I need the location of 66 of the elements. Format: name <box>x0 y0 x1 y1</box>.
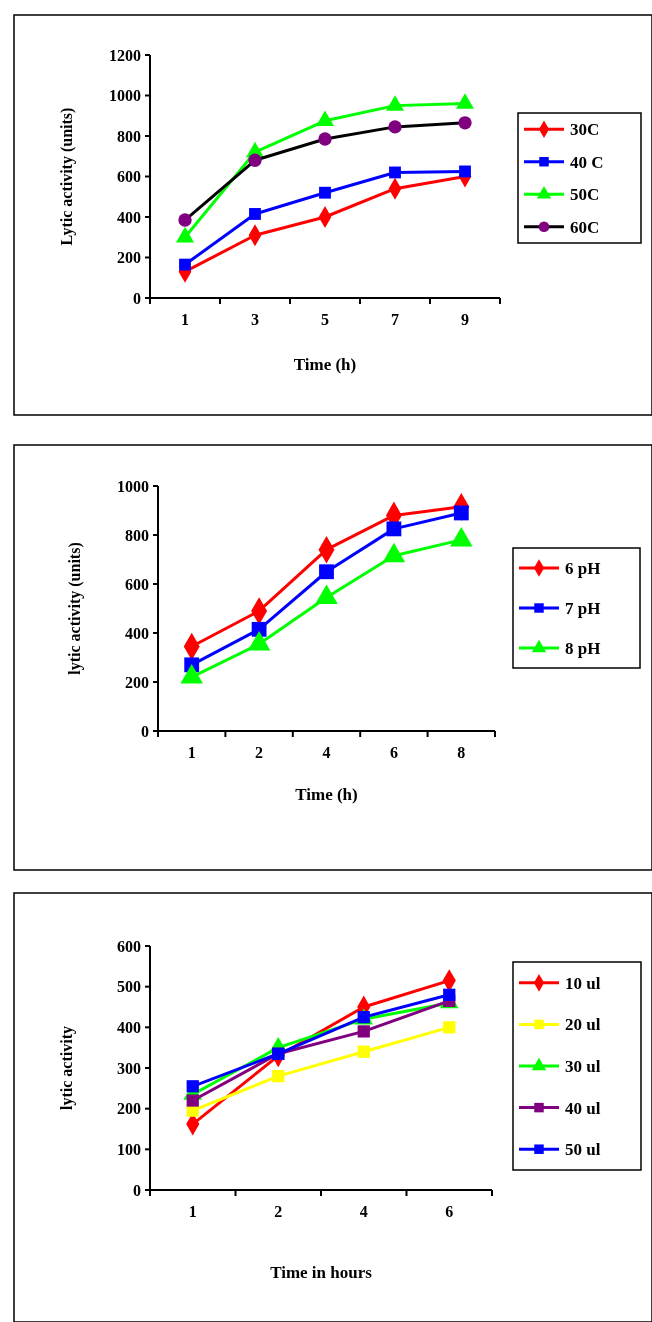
point <box>357 1025 370 1038</box>
point <box>386 521 402 537</box>
y-tick-label: 200 <box>117 249 141 267</box>
y-tick-label: 600 <box>117 937 141 955</box>
x-tick-label: 9 <box>461 311 469 328</box>
x-tick-label: 4 <box>359 1203 368 1220</box>
y-tick-label: 1000 <box>117 477 149 495</box>
y-tick-label: 400 <box>117 1018 141 1036</box>
x-tick-label: 1 <box>187 744 196 761</box>
point <box>357 1045 370 1058</box>
point <box>249 208 261 220</box>
x-tick-label: 5 <box>321 311 329 328</box>
legend-label: 50 ul <box>565 1140 601 1160</box>
legend-label: 20 ul <box>565 1015 601 1035</box>
point <box>319 186 331 199</box>
x-tick-label: 1 <box>188 1203 197 1220</box>
y-tick-label: 500 <box>117 978 141 996</box>
y-axis-title: lytic activity (units) <box>66 542 84 675</box>
y-tick-label: 600 <box>125 575 149 593</box>
point <box>272 1070 285 1083</box>
y-tick-label: 1200 <box>109 46 141 64</box>
y-tick-label: 400 <box>117 208 141 226</box>
y-tick-label: 0 <box>141 722 149 740</box>
x-axis-title: Time (h) <box>293 355 357 374</box>
y-tick-label: 800 <box>117 127 141 145</box>
y-tick-label: 200 <box>117 1100 141 1118</box>
y-tick-label: 300 <box>117 1059 141 1077</box>
point <box>389 166 401 179</box>
point <box>186 1080 199 1093</box>
point <box>251 621 267 637</box>
x-axis-title: Time (h) <box>295 785 358 804</box>
legend-label: 7 pH <box>565 598 601 618</box>
x-tick-label: 2 <box>274 1203 283 1220</box>
point <box>319 564 334 580</box>
y-axis-title: lytic activity <box>58 1026 76 1110</box>
legend-label: 60C <box>570 217 600 237</box>
x-tick-label: 8 <box>457 744 466 761</box>
y-tick-label: 0 <box>133 289 141 307</box>
x-tick-label: 7 <box>391 311 399 328</box>
point <box>443 988 456 1001</box>
legend-label: 30 ul <box>565 1056 601 1076</box>
legend-label: 8 pH <box>565 638 601 658</box>
legend-label: 40 C <box>570 152 604 172</box>
y-tick-label: 800 <box>125 526 149 544</box>
legend-label: 30C <box>570 120 600 140</box>
y-tick-label: 1000 <box>109 87 141 105</box>
x-axis-title: Time in hours <box>270 1263 373 1282</box>
y-tick-label: 600 <box>117 168 141 186</box>
legend-label: 10 ul <box>565 973 601 993</box>
x-tick-label: 3 <box>251 311 259 328</box>
y-tick-label: 100 <box>117 1140 141 1158</box>
point <box>179 258 191 271</box>
legend-label: 40 ul <box>565 1098 601 1118</box>
x-tick-label: 6 <box>445 1203 454 1220</box>
legend-label: 50C <box>570 185 600 205</box>
y-tick-label: 200 <box>125 673 149 691</box>
y-tick-label: 400 <box>125 624 149 642</box>
point <box>443 1021 456 1034</box>
legend-label: 6 pH <box>565 558 601 578</box>
y-tick-label: 0 <box>133 1181 141 1199</box>
x-tick-label: 6 <box>389 744 398 761</box>
x-tick-label: 1 <box>181 311 189 328</box>
x-tick-label: 4 <box>322 744 331 761</box>
x-tick-label: 2 <box>255 744 264 761</box>
y-axis-title: Lytic activity (units) <box>58 107 76 246</box>
point <box>186 1094 199 1107</box>
